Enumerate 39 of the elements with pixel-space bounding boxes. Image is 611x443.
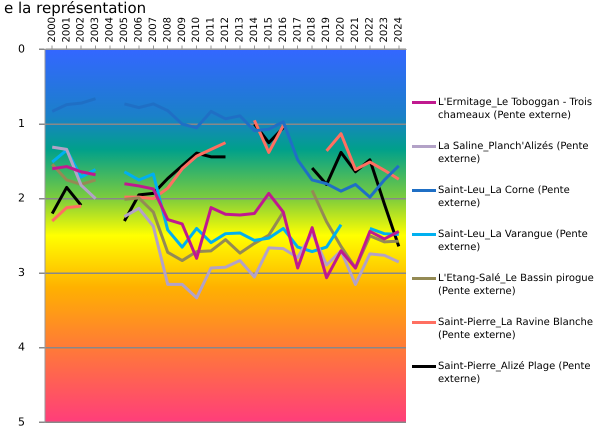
x-tick-label: 2002 <box>76 16 87 42</box>
legend-label: Saint-Leu_La Varangue (Pente externe) <box>438 228 589 254</box>
legend-label: Saint-Leu_La Corne (Pente externe) <box>438 184 571 210</box>
chart-title: e la représentation <box>4 0 146 17</box>
x-tick-label: 2014 <box>248 16 260 42</box>
x-tick-label: 2019 <box>321 16 332 42</box>
x-tick-label: 2016 <box>278 16 289 42</box>
x-tick-label: 2023 <box>378 16 390 42</box>
x-tick-label: 2012 <box>220 16 232 42</box>
x-tick-label: 2015 <box>263 16 274 42</box>
x-tick-label: 2001 <box>61 16 72 42</box>
y-tick-label: 1 <box>18 116 25 130</box>
x-tick-label: 2007 <box>148 16 159 42</box>
legend-label: La Saline_Planch'Alizés (Pente externe) <box>438 140 590 166</box>
x-tick-label: 2006 <box>133 16 144 42</box>
x-tick-label: 2011 <box>206 16 217 42</box>
x-tick-label: 2000 <box>46 16 58 42</box>
x-tick-label: 2010 <box>191 16 202 42</box>
y-tick-label: 2 <box>18 191 25 204</box>
x-tick-label: 2005 <box>119 16 130 42</box>
y-tick-label: 5 <box>18 415 25 428</box>
legend-label: L'Etang-Salé_Le Bassin pirogue (Pente externe) <box>438 272 595 298</box>
legend-label: Saint-Pierre_La Ravine Blanche (Pente externe) <box>438 316 594 342</box>
y-tick-label: 0 <box>18 42 25 56</box>
legend-label: Saint-Pierre_Alizé Plage (Pente externe) <box>438 360 592 386</box>
x-tick-label: 2020 <box>336 16 347 42</box>
x-tick-label: 2018 <box>306 16 318 42</box>
x-tick-label: 2017 <box>292 16 304 42</box>
x-tick-label: 2021 <box>350 16 362 42</box>
y-tick-label: 3 <box>18 266 25 280</box>
x-tick-label: 2009 <box>176 16 188 42</box>
x-tick-label: 2008 <box>162 16 174 42</box>
x-tick-label: 2004 <box>104 16 116 42</box>
legend-label: L'Ermitage_Le Toboggan - Trois chameaux (Pente externe) <box>438 96 594 122</box>
x-tick-label: 2013 <box>234 16 246 42</box>
x-tick-label: 2024 <box>393 16 404 42</box>
x-tick-label: 2022 <box>364 16 376 42</box>
y-tick-label: 4 <box>18 340 25 354</box>
x-tick-label: 2003 <box>90 16 102 42</box>
